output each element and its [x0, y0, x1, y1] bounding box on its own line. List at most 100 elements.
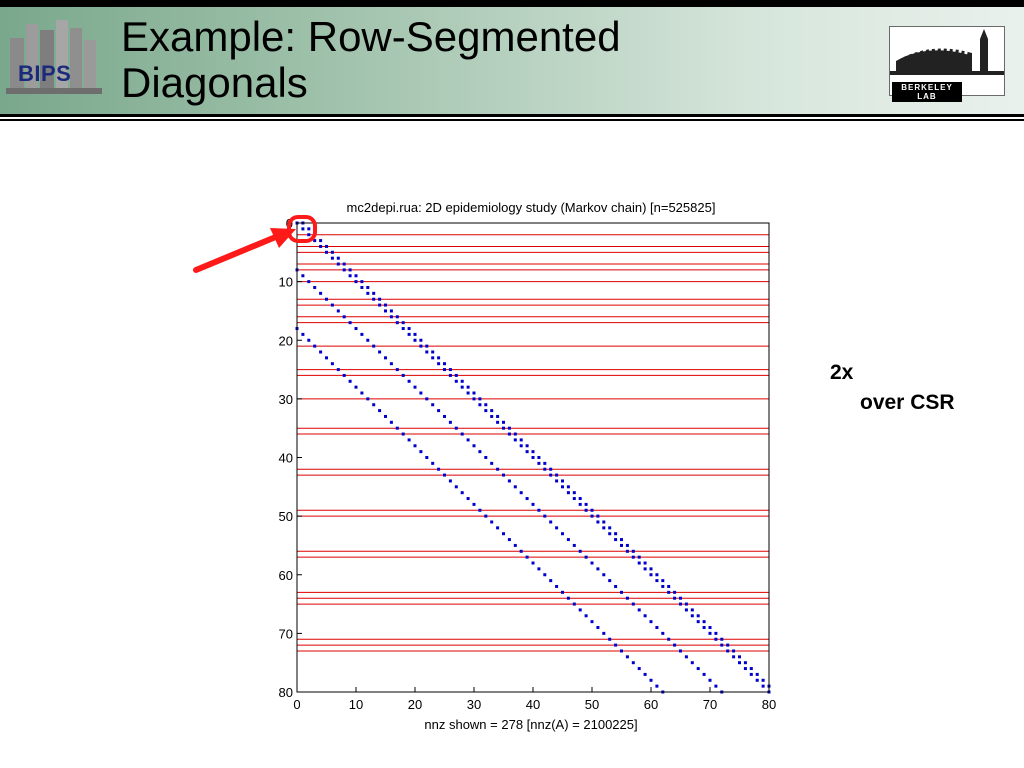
nonzero-marker	[590, 620, 594, 624]
nonzero-marker	[743, 667, 747, 671]
nonzero-marker	[378, 350, 382, 354]
nonzero-marker	[738, 655, 741, 659]
nonzero-marker	[637, 561, 641, 565]
nonzero-marker	[720, 637, 724, 641]
nonzero-marker	[702, 626, 706, 630]
y-tick-label: 30	[279, 392, 293, 407]
nonzero-marker	[507, 538, 511, 542]
nonzero-marker	[336, 262, 340, 266]
nonzero-marker	[378, 297, 382, 301]
nonzero-marker	[561, 479, 564, 483]
nonzero-marker	[531, 561, 535, 565]
nonzero-marker	[555, 526, 559, 530]
nonzero-marker	[625, 655, 629, 659]
nonzero-marker	[620, 538, 623, 542]
nonzero-marker	[667, 637, 671, 641]
nonzero-marker	[466, 438, 470, 442]
nonzero-marker	[437, 362, 441, 366]
nonzero-marker	[596, 514, 600, 518]
nonzero-marker	[307, 233, 311, 237]
nonzero-marker	[596, 520, 600, 524]
nonzero-marker	[566, 491, 570, 495]
y-tick-label: 20	[279, 333, 293, 348]
nonzero-marker	[395, 321, 399, 325]
chart-title: mc2depi.rua: 2D epidemiology study (Mark…	[347, 200, 716, 215]
y-tick-label: 70	[279, 626, 293, 641]
nonzero-marker	[502, 426, 505, 430]
nonzero-marker	[519, 491, 523, 495]
nonzero-marker	[625, 596, 629, 600]
nonzero-marker	[578, 549, 582, 553]
nonzero-marker	[590, 514, 594, 518]
nonzero-marker	[543, 461, 547, 465]
y-tick-label: 50	[279, 509, 293, 524]
nonzero-marker	[525, 444, 529, 448]
nonzero-marker	[732, 649, 736, 653]
nonzero-marker	[460, 432, 464, 436]
nonzero-marker	[301, 274, 305, 278]
nonzero-marker	[720, 643, 724, 647]
nonzero-marker	[584, 502, 588, 506]
nonzero-marker	[372, 297, 376, 301]
nonzero-marker	[507, 426, 511, 430]
speedup-annotation-line-1: 2x	[830, 361, 854, 384]
nonzero-marker	[437, 409, 441, 413]
nonzero-marker	[513, 432, 517, 436]
nonzero-marker	[690, 614, 694, 618]
nonzero-marker	[608, 579, 612, 583]
nonzero-marker	[419, 391, 423, 395]
nonzero-marker	[749, 672, 753, 676]
berkeley-lab-text: BERKELEY LAB	[892, 82, 962, 102]
nonzero-marker	[631, 555, 635, 559]
berkeley-lab-building-icon	[890, 29, 1004, 75]
nonzero-marker	[413, 385, 417, 389]
x-axis-ticks: 0 10 20 30 40 50 60 70 80	[293, 687, 776, 712]
berkeley-lab-logo: BERKELEY LAB	[889, 26, 1005, 102]
nonzero-marker	[625, 543, 629, 547]
nonzero-marker	[561, 485, 564, 489]
nonzero-marker	[319, 291, 323, 295]
nonzero-marker	[537, 461, 541, 465]
nonzero-marker	[384, 356, 387, 360]
nonzero-marker	[649, 567, 653, 571]
nonzero-marker	[549, 520, 553, 524]
nonzero-marker	[384, 414, 387, 418]
nonzero-marker	[360, 280, 364, 284]
nonzero-marker	[531, 450, 535, 454]
nonzero-marker	[425, 456, 429, 459]
nonzero-marker	[643, 567, 647, 571]
nonzero-marker	[679, 596, 682, 600]
nonzero-marker	[584, 614, 588, 618]
nonzero-marker	[649, 620, 653, 624]
nonzero-marker	[372, 344, 376, 348]
nonzero-marker	[389, 309, 393, 313]
nonzero-marker	[584, 555, 588, 559]
nonzero-marker	[325, 356, 328, 360]
nonzero-marker	[395, 315, 399, 319]
nonzero-marker	[708, 626, 712, 630]
nonzero-marker	[319, 244, 323, 248]
nonzero-marker	[372, 403, 376, 407]
nonzero-marker	[708, 631, 712, 635]
nonzero-marker	[348, 379, 352, 383]
nonzero-marker	[714, 631, 718, 635]
x-tick-label: 50	[585, 697, 599, 712]
nonzero-marker	[307, 280, 311, 284]
nonzero-marker	[537, 567, 541, 571]
nonzero-marker	[401, 321, 405, 325]
nonzero-marker	[643, 614, 647, 618]
nonzero-marker	[584, 508, 588, 512]
top-strip	[0, 0, 1024, 7]
nonzero-marker	[407, 438, 411, 442]
nonzero-marker	[448, 420, 452, 424]
nonzero-marker	[578, 497, 582, 501]
nonzero-marker	[366, 338, 370, 342]
nonzero-marker	[407, 379, 411, 383]
nonzero-marker	[643, 561, 647, 565]
header-band	[0, 0, 1024, 115]
nonzero-marker	[325, 297, 328, 301]
nonzero-marker	[496, 526, 500, 530]
nonzero-marker	[407, 327, 411, 331]
nonzero-marker	[336, 309, 340, 313]
nonzero-marker	[667, 584, 671, 588]
